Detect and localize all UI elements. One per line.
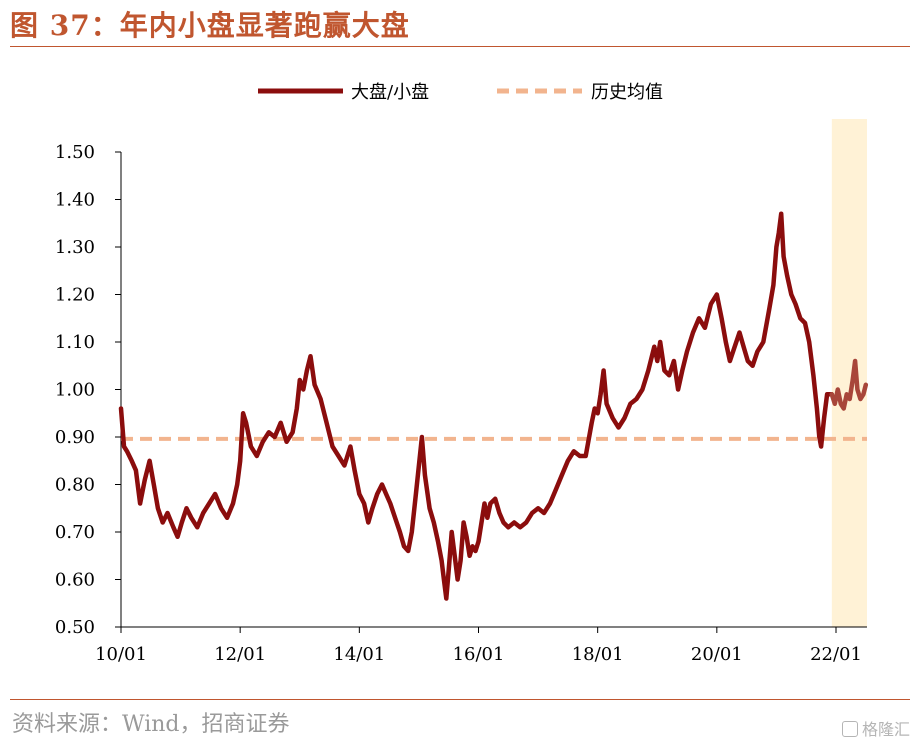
title-divider bbox=[10, 46, 910, 47]
y-tick-label: 0.80 bbox=[55, 475, 95, 496]
footer-divider bbox=[10, 699, 910, 700]
y-tick-label: 1.00 bbox=[55, 380, 95, 401]
y-tick-label: 1.10 bbox=[55, 332, 95, 353]
legend: 大盘/小盘 历史均值 bbox=[258, 82, 663, 103]
x-tick-label: 20/01 bbox=[691, 644, 743, 665]
x-tick-label: 10/01 bbox=[95, 644, 147, 665]
legend-label-avg: 历史均值 bbox=[591, 82, 663, 103]
y-tick-label: 0.90 bbox=[55, 427, 95, 448]
source-note: 资料来源：Wind，招商证券 bbox=[12, 712, 290, 737]
series-line-recent bbox=[829, 358, 869, 411]
y-tick-label: 1.50 bbox=[55, 142, 95, 163]
legend-label-main: 大盘/小盘 bbox=[351, 82, 429, 103]
y-tick-label: 0.60 bbox=[55, 570, 95, 591]
x-tick-label: 22/01 bbox=[810, 644, 862, 665]
page-title: 图 37：年内小盘显著跑赢大盘 bbox=[10, 9, 410, 42]
y-tick-label: 0.50 bbox=[55, 617, 95, 638]
watermark-text: 格隆汇 bbox=[861, 720, 910, 739]
y-tick-label: 0.70 bbox=[55, 522, 95, 543]
watermark: 格隆汇 bbox=[841, 716, 910, 740]
highlight-band bbox=[831, 119, 867, 627]
x-tick-label: 14/01 bbox=[333, 644, 385, 665]
x-tick-label: 18/01 bbox=[572, 644, 624, 665]
x-tick-label: 16/01 bbox=[453, 644, 505, 665]
y-tick-label: 1.40 bbox=[55, 190, 95, 211]
chart: 大盘/小盘 历史均值 0.50 0.60 0.70 0.80 0.90 1.00 1.10 1… bbox=[55, 82, 869, 665]
series-line-large-small-ratio bbox=[118, 211, 835, 601]
plot-area: 0.50 0.60 0.70 0.80 0.90 1.00 1.10 1.20 1.30 1.40… bbox=[55, 119, 869, 665]
x-tick-label: 12/01 bbox=[214, 644, 266, 665]
y-tick-label: 1.20 bbox=[55, 285, 95, 306]
watermark-logo-icon bbox=[841, 721, 858, 737]
y-tick-label: 1.30 bbox=[55, 237, 95, 258]
